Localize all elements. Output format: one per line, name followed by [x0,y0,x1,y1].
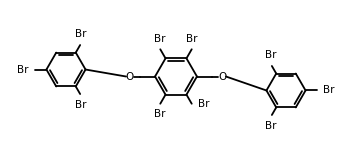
Text: Br: Br [198,99,209,109]
Text: O: O [126,72,134,81]
Text: Br: Br [154,34,166,44]
Text: Br: Br [75,29,87,39]
Text: Br: Br [265,50,277,60]
Text: Br: Br [186,34,198,44]
Text: Br: Br [75,100,87,110]
Text: O: O [218,72,226,81]
Text: Br: Br [154,109,166,119]
Text: Br: Br [17,64,29,75]
Text: Br: Br [265,121,277,131]
Text: Br: Br [323,85,335,96]
